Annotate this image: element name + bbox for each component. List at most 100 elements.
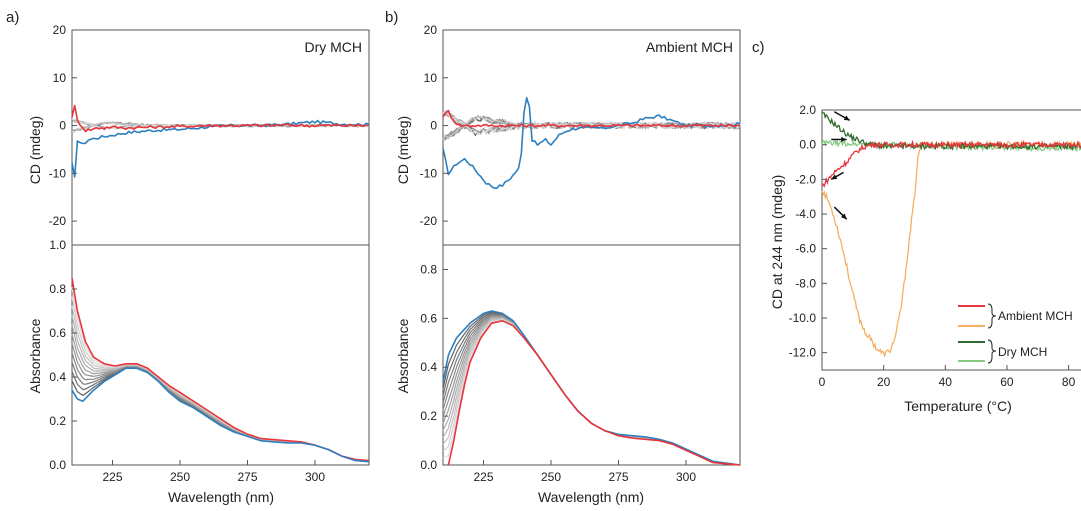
series-lines bbox=[71, 104, 370, 178]
series-lines bbox=[71, 277, 370, 463]
x-tick-label: 250 bbox=[170, 470, 190, 484]
series-line-red bbox=[821, 139, 1081, 188]
y-tick-label: 0.8 bbox=[49, 282, 66, 296]
y-tick-label: -20 bbox=[420, 214, 438, 228]
series-line-blue bbox=[71, 119, 370, 178]
series-line-green_dark bbox=[821, 111, 1081, 152]
gray-trace bbox=[71, 296, 370, 462]
y-axis-label: CD (mdeg) bbox=[27, 116, 43, 184]
x-tick-label: 225 bbox=[473, 470, 493, 484]
gray-trace bbox=[442, 316, 741, 466]
plot-frame bbox=[442, 29, 741, 246]
panel-b-cd: -20 -10 0 10 20 Ambient MCH CD (mdeg) bbox=[395, 23, 741, 246]
y-tick-label: -10 bbox=[49, 166, 67, 180]
gray-trace bbox=[442, 315, 741, 466]
annotation-ambient-mch: Ambient MCH bbox=[646, 39, 733, 55]
y-ticks: -20 -10 0 10 20 bbox=[49, 23, 77, 228]
gray-trace bbox=[442, 313, 741, 466]
gray-trace bbox=[71, 333, 370, 462]
plot-frame bbox=[821, 109, 1081, 371]
series-line-blue bbox=[71, 367, 370, 463]
arrow-head bbox=[843, 115, 850, 121]
y-ticks: -20 -10 0 10 20 bbox=[420, 23, 448, 228]
x-ticks: 225 250 275 300 bbox=[473, 460, 696, 484]
series-line-blue bbox=[442, 310, 741, 466]
y-tick-label: 1.0 bbox=[49, 238, 66, 252]
panel-b-absorbance: 0.00.20.40.60.8 225 250 275 300 Absorbance … bbox=[395, 244, 741, 505]
legend-brace-dry bbox=[987, 339, 997, 364]
legend-label-dry-mch: Dry MCH bbox=[998, 345, 1047, 359]
x-tick-label: 60 bbox=[1000, 375, 1014, 389]
y-tick-label: 0.4 bbox=[49, 370, 66, 384]
panel-c-temperature: -12.0 -10.0 -8.0 -6.0 -4.0 -2.0 0.0 2.0 0 20 40 60… bbox=[769, 103, 1081, 414]
y-tick-label: 20 bbox=[53, 23, 67, 37]
x-ticks: 225 250 275 300 bbox=[102, 460, 325, 484]
x-tick-label: 300 bbox=[305, 470, 325, 484]
y-tick-label: 0.0 bbox=[799, 138, 816, 152]
y-tick-label: 2.0 bbox=[799, 103, 816, 117]
x-tick-label: 225 bbox=[102, 470, 122, 484]
y-tick-label: 0.2 bbox=[49, 414, 66, 428]
x-tick-label: 0 bbox=[819, 375, 826, 389]
gray-trace bbox=[442, 317, 741, 466]
y-tick-label: -12.0 bbox=[789, 346, 817, 360]
gray-trace bbox=[71, 305, 370, 462]
x-axis-label: Wavelength (nm) bbox=[538, 489, 644, 505]
y-tick-label: 0.2 bbox=[420, 409, 437, 423]
x-tick-label: 80 bbox=[1062, 375, 1076, 389]
y-tick-label: -2.0 bbox=[795, 172, 816, 186]
series-line-red bbox=[442, 109, 741, 128]
series-lines bbox=[442, 310, 741, 466]
y-tick-label: -8.0 bbox=[795, 276, 816, 290]
x-tick-label: 275 bbox=[608, 470, 628, 484]
gray-trace bbox=[442, 312, 741, 466]
series-lines bbox=[821, 111, 1081, 357]
direction-arrows bbox=[830, 111, 851, 220]
panel-label-c: c) bbox=[752, 39, 765, 56]
series-lines bbox=[442, 97, 741, 189]
panel-a-cd: -20 -10 0 10 20 Dry MCH CD (mdeg) bbox=[27, 23, 370, 246]
arrow-head bbox=[831, 174, 838, 180]
y-tick-label: 0.4 bbox=[420, 360, 437, 374]
arrow-head bbox=[840, 213, 847, 220]
y-tick-label: 10 bbox=[424, 71, 438, 85]
y-tick-label: -20 bbox=[49, 214, 67, 228]
series-line-blue bbox=[442, 97, 741, 189]
x-tick-label: 20 bbox=[877, 375, 891, 389]
series-line-red bbox=[71, 104, 370, 133]
panel-a-absorbance: 0.0 0.2 0.4 0.6 0.8 1.0 225 250 275 300 Absorban… bbox=[27, 238, 370, 505]
y-axis-label: CD at 244 nm (mdeg) bbox=[769, 175, 785, 310]
series-line-red bbox=[447, 320, 741, 466]
y-tick-label: -10.0 bbox=[789, 311, 817, 325]
x-tick-label: 300 bbox=[676, 470, 696, 484]
x-tick-label: 40 bbox=[939, 375, 953, 389]
y-axis-label: CD (mdeg) bbox=[395, 116, 411, 184]
series-line-orange bbox=[821, 139, 1081, 357]
gray-trace bbox=[71, 315, 370, 462]
y-tick-label: 0.6 bbox=[49, 326, 66, 340]
gray-trace bbox=[71, 324, 370, 462]
panel-label-b: b) bbox=[385, 9, 398, 26]
annotation-dry-mch: Dry MCH bbox=[304, 39, 362, 55]
y-tick-label: -4.0 bbox=[795, 207, 816, 221]
y-tick-label: -10 bbox=[420, 166, 438, 180]
plot-frame bbox=[71, 244, 370, 466]
arrow-head bbox=[841, 136, 847, 143]
gray-trace bbox=[71, 361, 370, 462]
panel-label-a: a) bbox=[6, 9, 19, 26]
gray-trace bbox=[442, 314, 741, 466]
y-axis-label: Absorbance bbox=[27, 318, 43, 393]
x-axis-label: Temperature (°C) bbox=[904, 398, 1012, 414]
gray-trace bbox=[71, 366, 370, 463]
y-tick-label: 0 bbox=[59, 119, 66, 133]
legend: Ambient MCH Dry MCH bbox=[958, 303, 1073, 364]
x-tick-label: 275 bbox=[237, 470, 257, 484]
y-tick-label: 0 bbox=[430, 119, 437, 133]
legend-brace-ambient bbox=[987, 303, 997, 329]
gray-trace bbox=[442, 317, 741, 466]
legend-label-ambient-mch: Ambient MCH bbox=[998, 309, 1073, 323]
y-ticks: 0.0 0.2 0.4 0.6 0.8 bbox=[420, 262, 448, 472]
gray-trace bbox=[442, 318, 741, 466]
x-ticks: 0 20 40 60 80 bbox=[819, 365, 1076, 389]
